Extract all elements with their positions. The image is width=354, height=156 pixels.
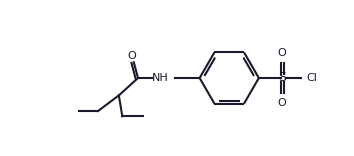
Text: NH: NH — [152, 73, 169, 83]
Text: O: O — [128, 51, 136, 61]
Text: S: S — [278, 71, 286, 85]
Text: O: O — [277, 48, 286, 58]
Text: Cl: Cl — [306, 73, 317, 83]
Text: O: O — [277, 98, 286, 108]
